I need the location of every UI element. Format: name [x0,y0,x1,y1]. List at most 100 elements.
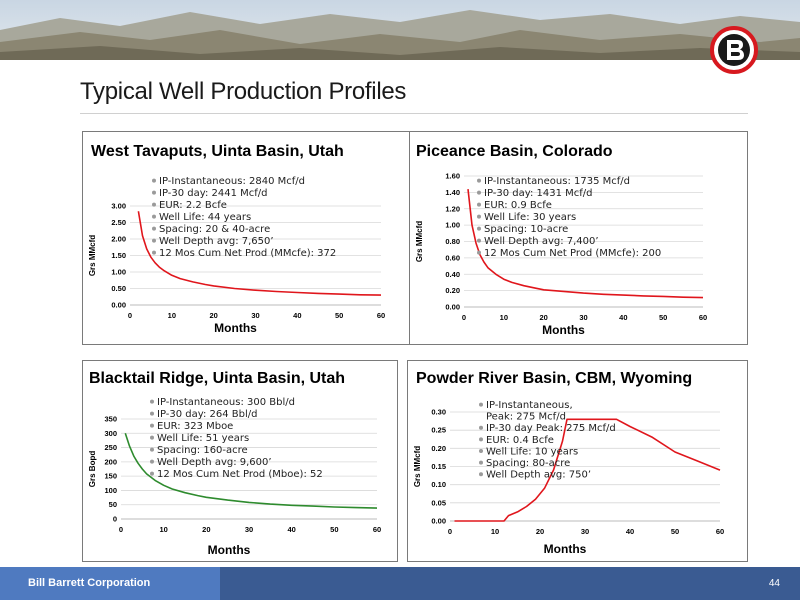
chart-title: Blacktail Ridge, Uinta Basin, Utah [89,370,345,387]
y-axis-label: Grs Bopd [88,451,97,488]
page-number: 44 [768,578,780,589]
stat-bullet: Spacing: 80-acre [486,458,570,469]
bullet-dot [477,202,481,207]
y-tick-label: 0.20 [431,444,446,453]
stat-bullet: Well Depth avg: 7,400’ [484,236,599,247]
y-tick-label: 0.00 [111,301,126,310]
y-tick-label: 0.60 [445,253,460,262]
x-tick-label: 60 [716,527,724,536]
x-tick-label: 60 [377,311,385,320]
x-tick-label: 0 [448,527,452,536]
bullet-dot [152,178,156,183]
x-tick-label: 0 [119,525,123,534]
x-tick-label: 40 [287,525,295,534]
stat-bullet: IP-30 day Peak: 275 Mcf/d [486,423,616,434]
stat-bullet: IP-30 day: 1431 Mcf/d [484,188,592,199]
bullet-dot [477,190,481,195]
x-tick-label: 40 [626,527,634,536]
stat-bullet: IP-Instantaneous: 300 Bbl/d [157,397,295,408]
mountain-banner [0,0,800,60]
footer-bar: Bill Barrett Corporation 44 [0,567,800,600]
y-tick-label: 0.10 [431,480,446,489]
x-tick-label: 10 [500,313,508,322]
y-tick-label: 1.50 [111,251,126,260]
x-tick-label: 20 [202,525,210,534]
bullet-dot [152,202,156,207]
y-tick-label: 0.05 [431,498,446,507]
x-axis-label: Months [208,543,251,557]
y-tick-label: 0.15 [431,462,446,471]
y-axis-label: Grs MMcfd [88,235,97,276]
y-tick-label: 0 [113,515,117,524]
y-tick-label: 1.60 [445,172,460,181]
x-tick-label: 40 [293,311,301,320]
bullet-dot [477,250,481,255]
bullet-dot [477,238,481,243]
x-tick-label: 30 [581,527,589,536]
y-tick-label: 3.00 [111,202,126,211]
y-tick-label: 0.25 [431,426,446,435]
stat-bullet: IP-30 day: 264 Bbl/d [157,409,257,420]
bullet-dot [477,214,481,219]
stat-bullet: Spacing: 160-acre [157,445,248,456]
bullet-dot [150,435,154,440]
y-tick-label: 300 [104,429,117,438]
bullet-dot [150,459,154,464]
bullet-dot [479,460,483,465]
series-line [467,189,704,299]
chart-blacktail-ridge: Blacktail Ridge, Uinta Basin, Utah 0 50 100… [82,360,398,562]
x-tick-label: 10 [168,311,176,320]
y-axis-label: Grs MMcfd [415,221,424,262]
y-axis-label: Grs MMcfd [413,446,422,487]
bullet-dot [150,423,154,428]
y-tick-label: 1.20 [445,204,460,213]
y-tick-label: 1.40 [445,188,460,197]
stat-bullet: Peak: 275 Mcf/d [486,412,566,423]
bullet-dot [152,226,156,231]
stat-bullet: Well Life: 44 years [159,212,251,223]
stat-bullet: Well Life: 30 years [484,212,576,223]
stat-bullet: EUR: 0.9 Bcfe [484,200,552,211]
company-name: Bill Barrett Corporation [28,577,151,589]
x-tick-label: 30 [579,313,587,322]
stat-bullet: Well Life: 10 years [486,446,578,457]
y-tick-label: 0.00 [431,517,446,526]
x-tick-label: 50 [659,313,667,322]
y-tick-label: 350 [104,415,117,424]
y-tick-label: 250 [104,443,117,452]
series-line [454,418,721,522]
bullet-dot [477,226,481,231]
stat-bullet: 12 Mos Cum Net Prod (MMcfe): 200 [484,248,661,259]
y-tick-label: 0.20 [445,286,460,295]
series-line [124,433,378,509]
x-tick-label: 50 [335,311,343,320]
chart-title: Piceance Basin, Colorado [416,143,613,160]
x-tick-label: 50 [330,525,338,534]
title-divider [80,113,748,114]
stat-bullet: IP-Instantaneous: 1735 Mcf/d [484,176,630,187]
x-axis-label: Months [214,321,257,335]
stat-bullet: Well Depth avg: 9,600’ [157,457,272,468]
x-tick-label: 20 [536,527,544,536]
bullet-dot [152,190,156,195]
stat-bullet: EUR: 2.2 Bcfe [159,200,227,211]
stat-bullet: Spacing: 20 & 40-acre [159,224,270,235]
chart-title: Powder River Basin, CBM, Wyoming [416,370,692,387]
bullet-dot [479,472,483,477]
company-logo [710,26,758,74]
stat-bullet: Well Depth avg: 7,650’ [159,236,274,247]
stat-bullet: Spacing: 10-acre [484,224,568,235]
x-axis-label: Months [542,323,585,337]
stat-bullet: IP-30 day: 2441 Mcf/d [159,188,267,199]
x-tick-label: 10 [491,527,499,536]
y-tick-label: 0.80 [445,237,460,246]
stat-bullet: EUR: 0.4 Bcfe [486,435,554,446]
chart-svg: Blacktail Ridge, Uinta Basin, Utah050100… [88,370,381,557]
x-tick-label: 10 [159,525,167,534]
y-tick-label: 1.00 [445,221,460,230]
chart-svg: West Tavaputs, Uinta Basin, Utah 0.00 0.50… [88,143,385,335]
page-title: Typical Well Production Profiles [80,78,407,105]
y-tick-label: 0.30 [431,408,446,417]
x-tick-label: 60 [699,313,707,322]
chart-svg: Piceance Basin, Colorado 0.00 0.20 0.40 0.60… [415,143,707,337]
